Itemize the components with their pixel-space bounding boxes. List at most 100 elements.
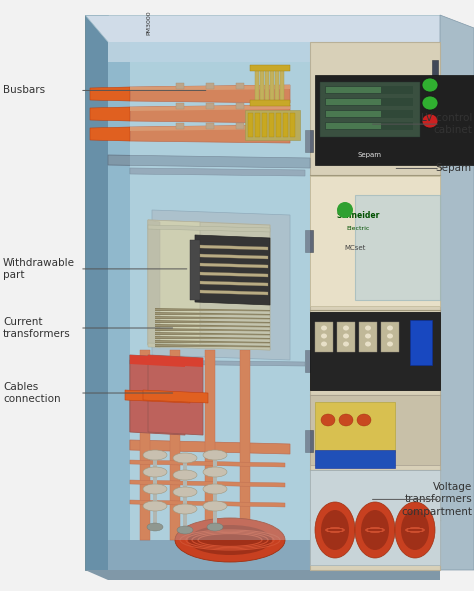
Bar <box>337 322 355 352</box>
Polygon shape <box>155 332 270 335</box>
Bar <box>325 122 413 130</box>
Ellipse shape <box>321 414 335 426</box>
Polygon shape <box>155 321 270 323</box>
Polygon shape <box>130 168 305 176</box>
Bar <box>315 75 474 165</box>
Bar <box>236 83 244 89</box>
Bar <box>410 320 432 365</box>
Bar <box>310 312 440 390</box>
Polygon shape <box>200 245 268 250</box>
Polygon shape <box>310 42 440 570</box>
Polygon shape <box>130 85 290 91</box>
Polygon shape <box>85 15 440 42</box>
Ellipse shape <box>343 326 349 330</box>
Text: PM3000: PM3000 <box>147 10 152 35</box>
Polygon shape <box>170 350 180 540</box>
Bar <box>381 322 399 352</box>
Bar <box>359 322 377 352</box>
Polygon shape <box>130 355 185 435</box>
Bar <box>265 68 269 103</box>
Ellipse shape <box>177 526 193 534</box>
Ellipse shape <box>422 114 438 128</box>
Polygon shape <box>125 390 190 403</box>
Polygon shape <box>155 325 270 327</box>
Text: Cables
connection: Cables connection <box>3 382 61 404</box>
Ellipse shape <box>401 510 429 550</box>
Bar <box>176 83 184 89</box>
Bar <box>305 430 313 452</box>
Polygon shape <box>108 540 310 570</box>
Polygon shape <box>240 350 250 540</box>
Bar <box>325 98 413 106</box>
Ellipse shape <box>203 501 227 511</box>
Bar <box>432 60 438 110</box>
Polygon shape <box>108 155 310 168</box>
Polygon shape <box>200 272 268 277</box>
Bar <box>153 450 157 525</box>
Ellipse shape <box>143 501 167 511</box>
Bar <box>325 86 413 94</box>
Polygon shape <box>130 125 290 131</box>
Polygon shape <box>130 360 305 366</box>
Bar <box>326 87 381 93</box>
Ellipse shape <box>337 202 353 218</box>
Polygon shape <box>190 240 200 300</box>
Polygon shape <box>440 15 474 570</box>
Polygon shape <box>130 105 290 123</box>
Polygon shape <box>140 350 150 540</box>
Polygon shape <box>195 235 270 305</box>
Bar <box>183 453 187 528</box>
Bar <box>176 103 184 109</box>
Polygon shape <box>130 440 290 454</box>
Ellipse shape <box>387 342 393 346</box>
Polygon shape <box>130 85 290 103</box>
Ellipse shape <box>321 342 327 346</box>
Polygon shape <box>155 320 270 323</box>
Polygon shape <box>155 345 270 348</box>
Bar <box>250 100 290 106</box>
Text: Schneider: Schneider <box>337 210 380 219</box>
Polygon shape <box>148 220 200 348</box>
Bar <box>290 113 295 137</box>
Polygon shape <box>200 290 268 295</box>
Ellipse shape <box>203 450 227 460</box>
Ellipse shape <box>321 326 327 330</box>
Polygon shape <box>205 350 215 540</box>
Bar <box>275 68 279 103</box>
Ellipse shape <box>315 502 355 558</box>
Polygon shape <box>355 195 440 300</box>
Ellipse shape <box>207 523 223 531</box>
Polygon shape <box>90 127 130 141</box>
Bar <box>276 113 281 137</box>
Ellipse shape <box>387 333 393 339</box>
Ellipse shape <box>143 450 167 460</box>
Polygon shape <box>155 308 270 311</box>
Ellipse shape <box>203 467 227 477</box>
Ellipse shape <box>365 326 371 330</box>
Polygon shape <box>200 254 268 259</box>
Polygon shape <box>152 210 290 360</box>
Bar <box>305 230 313 252</box>
Polygon shape <box>85 15 108 570</box>
Ellipse shape <box>147 523 163 531</box>
Polygon shape <box>155 329 270 332</box>
Ellipse shape <box>173 470 197 480</box>
Ellipse shape <box>203 484 227 494</box>
Bar <box>315 402 395 452</box>
Polygon shape <box>108 42 310 62</box>
Polygon shape <box>155 317 270 320</box>
Bar <box>236 123 244 129</box>
Polygon shape <box>148 343 270 350</box>
Bar <box>326 123 381 129</box>
Ellipse shape <box>422 78 438 92</box>
Bar <box>310 395 440 465</box>
Bar <box>280 68 284 103</box>
Bar <box>283 113 288 137</box>
Text: MCset: MCset <box>344 245 365 251</box>
Bar <box>310 176 440 306</box>
Polygon shape <box>155 313 270 316</box>
Ellipse shape <box>355 502 395 558</box>
Polygon shape <box>155 333 270 336</box>
Polygon shape <box>85 570 440 580</box>
Ellipse shape <box>173 487 197 497</box>
